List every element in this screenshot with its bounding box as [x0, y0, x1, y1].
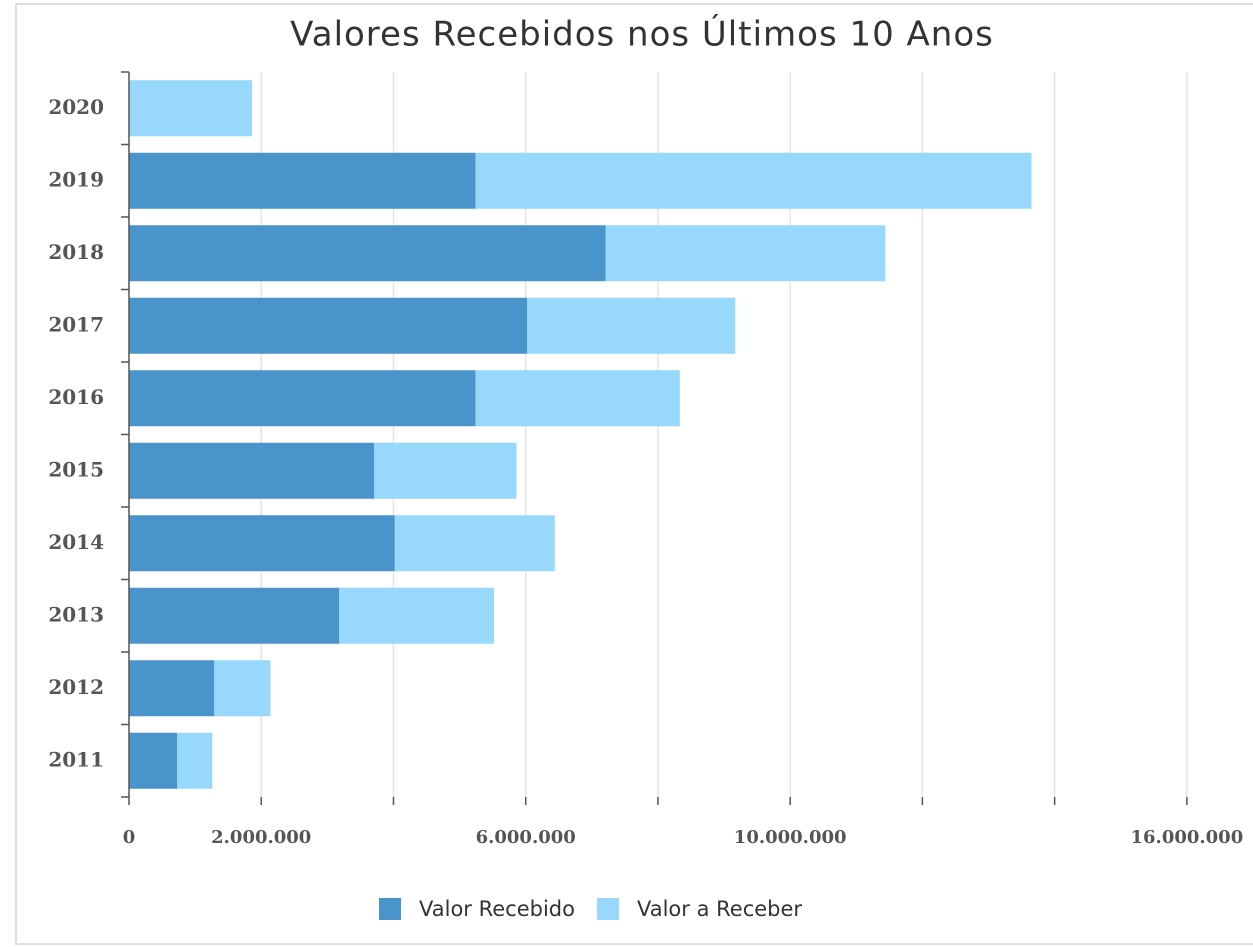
legend-swatch	[596, 898, 619, 920]
bar	[475, 370, 680, 427]
y-tick-label: 2016	[48, 385, 104, 409]
bar	[339, 587, 494, 644]
bar	[475, 152, 1032, 209]
chart-title: Valores Recebidos nos Últimos 10 Anos	[290, 14, 994, 55]
y-tick-label: 2020	[48, 95, 104, 119]
y-tick-label: 2012	[48, 675, 104, 699]
bar	[129, 587, 340, 644]
bar	[129, 80, 252, 137]
legend-label: Valor a Receber	[637, 897, 802, 921]
bar	[177, 732, 213, 789]
y-tick-label: 2013	[48, 602, 104, 626]
y-tick-label: 2014	[48, 530, 104, 554]
bar	[129, 370, 476, 427]
bar	[214, 660, 271, 717]
bar	[129, 225, 606, 282]
x-tick-label: 6.000.000	[476, 827, 576, 848]
bar	[129, 297, 528, 354]
bar	[394, 515, 555, 572]
x-tick-label: 10.000.000	[734, 827, 847, 848]
bar	[129, 732, 178, 789]
bar	[605, 225, 886, 282]
y-tick-label: 2018	[48, 240, 104, 264]
y-tick-label: 2017	[48, 312, 104, 336]
x-tick-label: 2.000.000	[211, 827, 311, 848]
x-tick-label: 0	[123, 827, 136, 848]
legend-swatch	[379, 898, 401, 920]
bar	[374, 442, 517, 499]
y-tick-label: 2011	[48, 747, 104, 771]
bar	[129, 442, 375, 499]
bar	[129, 660, 215, 717]
y-tick-label: 2015	[48, 457, 104, 481]
bar	[129, 152, 476, 209]
x-tick-label: 16.000.000	[1131, 827, 1244, 848]
bar	[129, 515, 395, 572]
y-tick-label: 2019	[48, 167, 104, 191]
bar	[527, 297, 736, 354]
legend-label: Valor Recebido	[419, 897, 575, 921]
